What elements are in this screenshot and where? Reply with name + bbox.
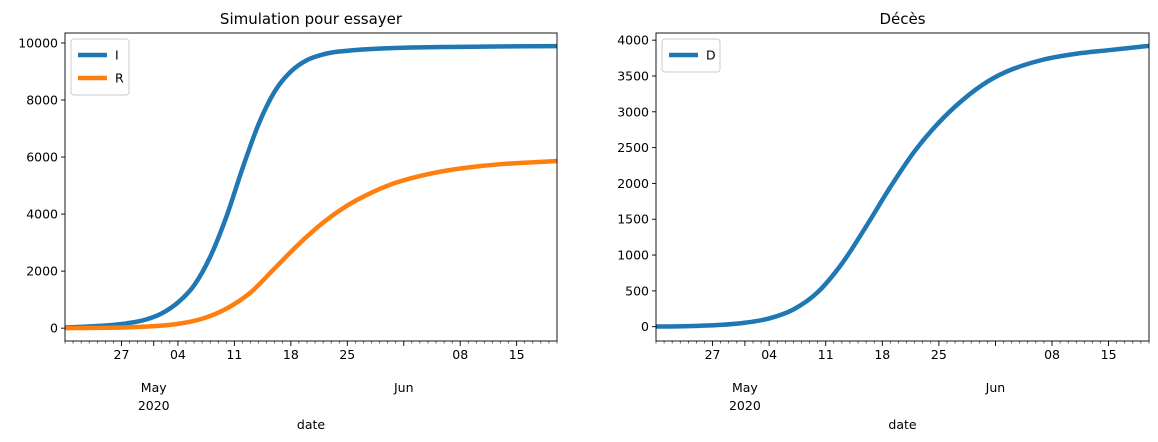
chart-title: Simulation pour essayer [220, 10, 403, 28]
legend: D [661, 38, 721, 73]
x-tick-label: 08 [1044, 347, 1060, 362]
x-tick-label: 08 [452, 347, 468, 362]
legend-box [70, 38, 130, 96]
x-month-label: Jun [393, 380, 414, 395]
x-axis-label: date [297, 417, 325, 432]
y-tick-label: 4000 [26, 207, 58, 222]
chart-title: Décès [879, 10, 925, 28]
y-tick-label: 6000 [26, 150, 58, 165]
x-tick-label: 18 [283, 347, 299, 362]
x-tick-label: 18 [874, 347, 890, 362]
x-tick-label: 11 [226, 347, 242, 362]
legend-label: R [115, 71, 124, 86]
x-tick-label: 27 [705, 347, 721, 362]
series-line-I [65, 43, 557, 330]
y-tick-label: 2500 [617, 140, 649, 155]
y-tick-label: 3500 [617, 68, 649, 83]
chart-panel-deces: Décès 0 500 1000 1500 2000 2500 3000 3500 4000 27 0… [617, 10, 1150, 432]
legend-label: D [706, 48, 716, 63]
y-tick-label: 3000 [617, 104, 649, 119]
series-line-D [656, 43, 1149, 329]
x-month-label: May [141, 380, 167, 395]
chart-panel-simulation: Simulation pour essayer 0 2000 4000 6000 8000… [18, 10, 558, 432]
y-tick-label: 2000 [617, 176, 649, 191]
y-tick-label: 1000 [617, 248, 649, 263]
x-tick-label: 04 [761, 347, 777, 362]
y-tick-label: 4000 [617, 33, 649, 48]
x-tick-label: 25 [339, 347, 355, 362]
y-tick-label: 2000 [26, 264, 58, 279]
x-month-label: May [732, 380, 758, 395]
x-tick-label: 11 [818, 347, 834, 362]
legend-label: I [115, 48, 119, 63]
x-axis-label: date [888, 417, 916, 432]
x-tick-label: 15 [1101, 347, 1117, 362]
legend: IR [70, 38, 130, 96]
x-tick-label: 25 [931, 347, 947, 362]
y-tick-label: 0 [50, 321, 58, 336]
x-year-label: 2020 [138, 398, 170, 413]
x-year-label: 2020 [729, 398, 761, 413]
axes-frame [64, 32, 558, 342]
x-tick-label: 04 [170, 347, 186, 362]
x-tick-label: 15 [509, 347, 525, 362]
axes-frame [655, 32, 1150, 342]
y-tick-label: 10000 [18, 35, 58, 50]
y-tick-label: 500 [625, 283, 649, 298]
x-tick-label: 27 [114, 347, 130, 362]
x-month-label: Jun [985, 380, 1006, 395]
y-tick-label: 0 [641, 319, 649, 334]
y-tick-label: 8000 [26, 93, 58, 108]
y-tick-label: 1500 [617, 212, 649, 227]
series-line-R [65, 158, 557, 331]
